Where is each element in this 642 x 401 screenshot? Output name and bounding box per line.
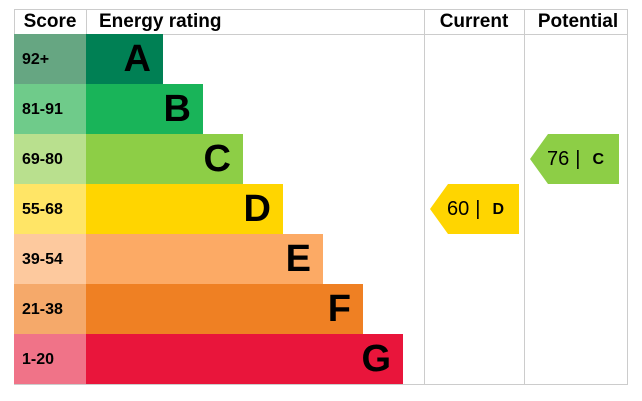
current-separator: | — [475, 198, 480, 220]
score-cell — [14, 234, 86, 284]
score-cell — [14, 284, 86, 334]
rating-bar — [86, 334, 403, 384]
score-label: 55-68 — [22, 201, 63, 218]
current-arrow — [430, 184, 519, 234]
score-label: 39-54 — [22, 251, 63, 268]
rating-letter: D — [244, 188, 271, 230]
rating-bar — [86, 284, 363, 334]
rating-letter: G — [361, 338, 391, 380]
potential-separator: | — [575, 148, 580, 170]
header-current: Current — [440, 11, 509, 32]
rating-letter: E — [286, 238, 311, 280]
rating-letter: B — [164, 88, 191, 130]
rating-bar — [86, 84, 203, 134]
current-value: 60 — [447, 198, 469, 220]
rating-bar — [86, 234, 323, 284]
current-letter: D — [492, 201, 504, 218]
potential-label: 76 | C — [547, 148, 604, 170]
score-cell — [14, 134, 86, 184]
score-label: 81-91 — [22, 101, 63, 118]
header-potential: Potential — [538, 11, 618, 32]
potential-value: 76 — [547, 148, 569, 170]
rating-bar — [86, 34, 163, 84]
score-label: 1-20 — [22, 351, 54, 368]
rating-bar — [86, 134, 243, 184]
header-score: Score — [24, 11, 77, 32]
rating-letter: F — [328, 288, 351, 330]
score-cell — [14, 334, 86, 384]
score-cell — [14, 184, 86, 234]
potential-arrow — [530, 134, 619, 184]
score-cell — [14, 34, 86, 84]
score-label: 21-38 — [22, 301, 63, 318]
rating-bar — [86, 184, 283, 234]
score-cell — [14, 84, 86, 134]
potential-letter: C — [592, 151, 604, 168]
rating-letter: A — [124, 38, 151, 80]
current-label: 60 | D — [447, 198, 504, 220]
score-label: 69-80 — [22, 151, 63, 168]
rating-letter: C — [204, 138, 231, 180]
score-label: 92+ — [22, 51, 49, 68]
header-rating: Energy rating — [99, 11, 221, 32]
